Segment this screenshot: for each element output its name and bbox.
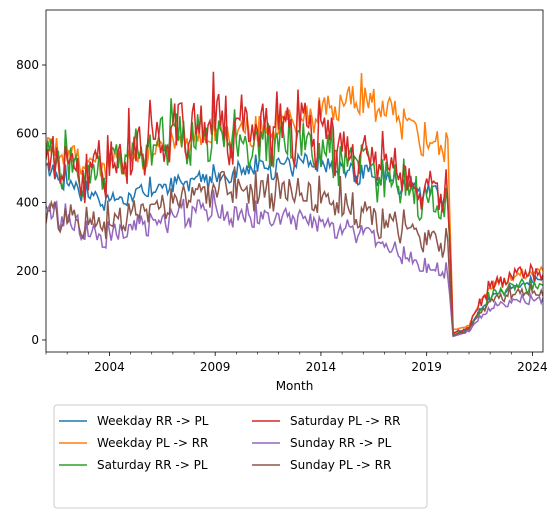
plot-area	[46, 71, 543, 338]
y-tick-label: 800	[16, 58, 39, 72]
x-axis-label: Month	[276, 379, 314, 393]
x-tick-label: 2009	[200, 360, 231, 374]
y-tick-label: 0	[31, 333, 39, 347]
series-line	[46, 189, 543, 338]
legend-label: Saturday PL -> RR	[290, 414, 401, 428]
legend-label: Weekday PL -> RR	[97, 436, 208, 450]
axis-ticks: 0 200 400 600 800 2004 2009 2014 2019 2024	[16, 58, 548, 374]
legend-box	[53, 404, 428, 509]
legend-label: Weekday RR -> PL	[97, 414, 209, 428]
x-tick-label: 2019	[411, 360, 442, 374]
x-tick-label: 2014	[306, 360, 337, 374]
series-line	[46, 72, 543, 331]
axes-frame	[45, 9, 544, 353]
series-line	[46, 71, 543, 335]
y-tick-label: 600	[16, 127, 39, 141]
legend-label: Saturday RR -> PL	[97, 458, 208, 472]
y-tick-label: 200	[16, 264, 39, 278]
legend: Weekday RR -> PL Weekday PL -> RR Saturday…	[53, 404, 428, 509]
legend-label: Sunday RR -> PL	[290, 436, 392, 450]
series-line	[46, 149, 543, 334]
y-tick-label: 400	[16, 195, 39, 209]
legend-label: Sunday PL -> RR	[290, 458, 391, 472]
x-tick-label: 2024	[517, 360, 548, 374]
x-tick-label: 2004	[94, 360, 125, 374]
series-line	[46, 166, 543, 337]
